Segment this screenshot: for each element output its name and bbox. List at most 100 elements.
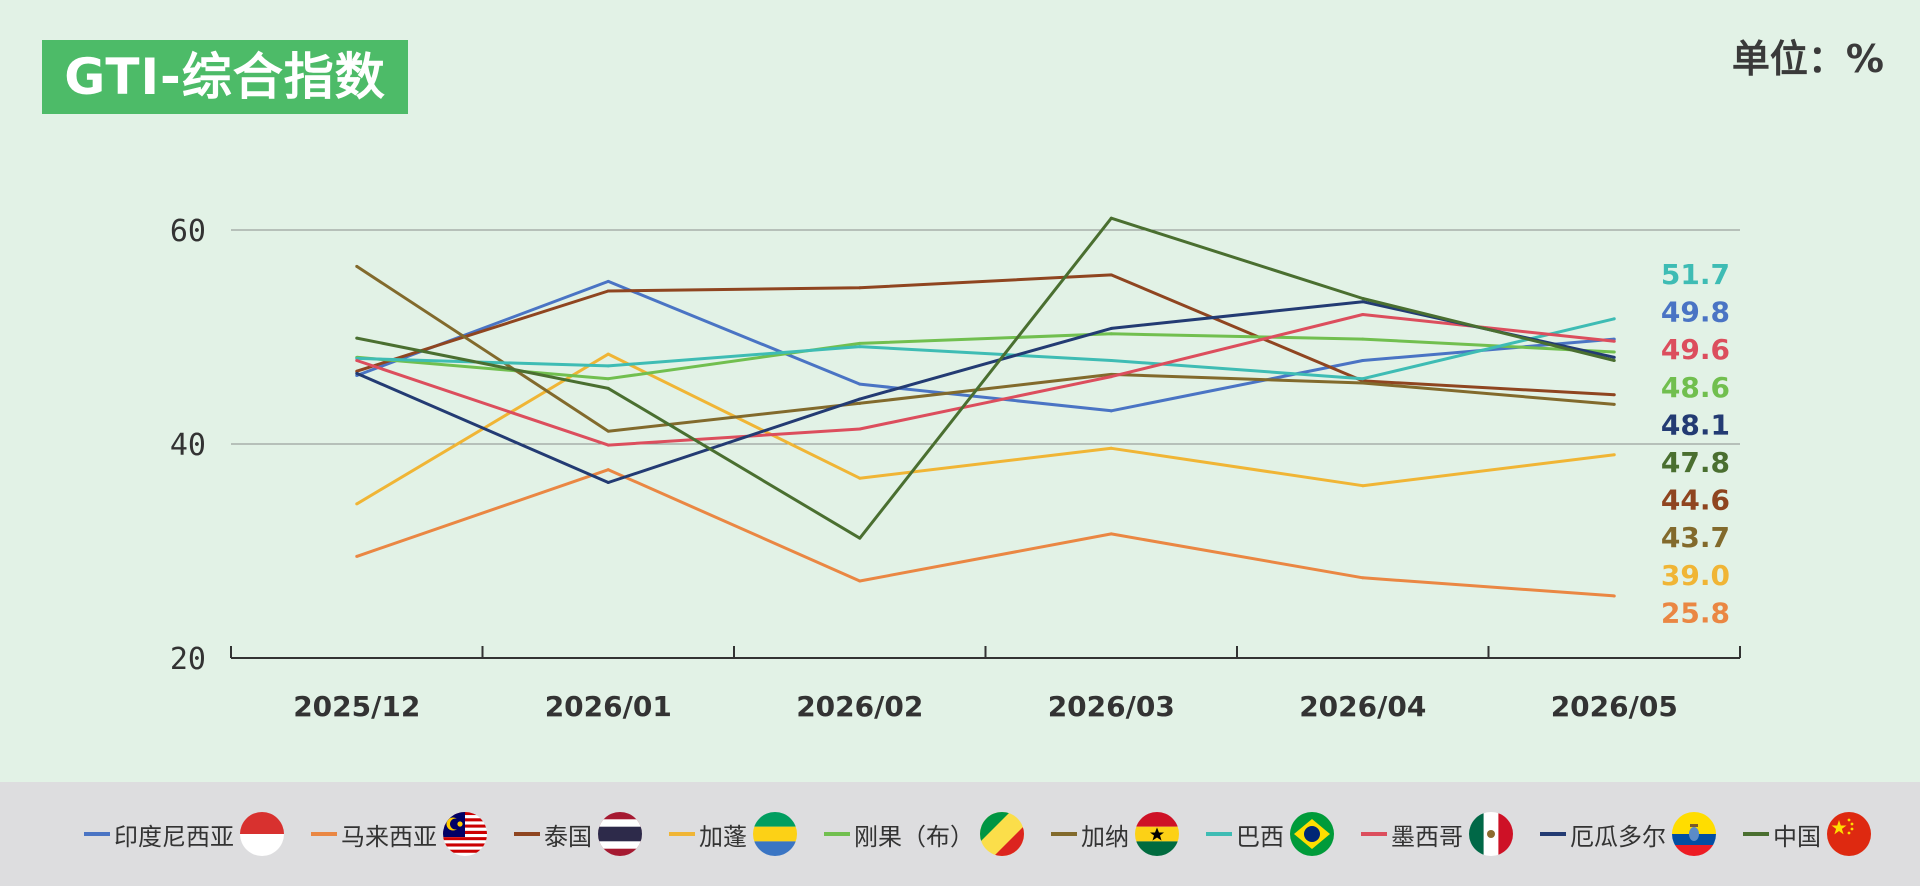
x-tick-label: 2026/04 — [1299, 690, 1426, 723]
data-point-thailand — [858, 286, 862, 290]
data-point-congo — [1109, 332, 1113, 336]
data-point-malaysia — [1612, 594, 1616, 598]
data-point-congo — [1361, 337, 1365, 341]
x-tick-label: 2025/12 — [293, 690, 420, 723]
end-value-label-malaysia: 25.8 — [1661, 596, 1730, 629]
series-line-ghana — [355, 265, 1615, 433]
end-value-label-ecuador: 48.1 — [1661, 408, 1730, 441]
thailand-flag-icon — [598, 812, 642, 856]
data-point-mexico — [1109, 375, 1113, 379]
data-point-ghana — [606, 429, 610, 433]
legend-item-ecuador: 厄瓜多尔 — [1540, 812, 1716, 856]
data-point-gabon — [858, 476, 862, 480]
data-point-brazil — [606, 364, 610, 368]
data-point-ghana — [1612, 402, 1616, 406]
x-tick-label: 2026/01 — [545, 690, 672, 723]
data-point-gabon — [1109, 446, 1113, 450]
data-point-gabon — [1361, 484, 1365, 488]
legend-item-thailand: 泰国 — [514, 812, 642, 856]
ecuador-flag-icon — [1672, 812, 1716, 856]
data-point-thailand — [355, 369, 359, 373]
legend-swatch — [514, 832, 540, 836]
data-point-malaysia — [1109, 532, 1113, 536]
legend-item-malaysia: 马来西亚 — [311, 812, 487, 856]
congo-flag-icon — [980, 812, 1024, 856]
data-point-mexico — [1612, 339, 1616, 343]
ghana-flag-icon — [1135, 812, 1179, 856]
legend-item-congo: 刚果（布） — [824, 812, 1024, 856]
legend: 印度尼西亚 马来西亚 泰国 加蓬 刚果（布） 加纳 巴西 墨西哥 厄瓜多尔 中国 — [84, 810, 1871, 858]
legend-swatch — [669, 832, 695, 836]
legend-label: 刚果（布） — [854, 822, 974, 851]
data-point-gabon — [606, 352, 610, 356]
unit-label: 单位：% — [1731, 37, 1884, 81]
legend-label: 马来西亚 — [341, 822, 437, 851]
line-chart: 20 40 60 2025/12 2026/01 2026/02 2026/03 2026/0… — [170, 214, 1741, 723]
legend-item-mexico: 墨西哥 — [1361, 812, 1513, 856]
brazil-flag-icon — [1290, 812, 1334, 856]
data-point-china — [858, 536, 862, 540]
data-point-thailand — [606, 289, 610, 293]
legend-swatch — [1361, 832, 1387, 836]
legend-label: 巴西 — [1236, 822, 1284, 851]
legend-item-ghana: 加纳 — [1051, 812, 1179, 856]
data-point-china — [1612, 359, 1616, 363]
data-point-ecuador — [355, 371, 359, 375]
legend-item-brazil: 巴西 — [1206, 812, 1334, 856]
y-tick-label-40: 40 — [170, 428, 206, 463]
legend-label: 加纳 — [1081, 822, 1129, 851]
data-point-china — [606, 386, 610, 390]
legend-swatch — [311, 832, 337, 836]
data-point-china — [355, 336, 359, 340]
series-line-china — [356, 216, 1615, 540]
data-point-indonesia — [858, 382, 862, 386]
data-point-brazil — [1612, 317, 1616, 321]
legend-label: 印度尼西亚 — [114, 822, 234, 851]
data-point-ecuador — [1612, 355, 1616, 359]
end-value-label-indonesia: 49.8 — [1661, 296, 1730, 329]
end-value-label-gabon: 39.0 — [1661, 559, 1730, 592]
series-line-mexico — [356, 313, 1615, 447]
data-point-gabon — [355, 502, 359, 506]
legend-item-indonesia: 印度尼西亚 — [84, 812, 284, 856]
series-line-ecuador — [356, 300, 1615, 484]
data-point-china — [1109, 216, 1113, 220]
legend-swatch — [1540, 832, 1566, 836]
data-point-thailand — [1612, 393, 1616, 397]
x-tick-label: 2026/05 — [1551, 690, 1678, 723]
data-point-mexico — [606, 443, 610, 447]
series-line-brazil — [356, 317, 1615, 381]
series-line-indonesia — [356, 279, 1615, 413]
legend-swatch — [1051, 832, 1077, 836]
data-point-indonesia — [1361, 359, 1365, 363]
y-tick-label-20: 20 — [170, 642, 206, 677]
x-tick-label: 2026/02 — [796, 690, 923, 723]
end-value-label-mexico: 49.6 — [1661, 333, 1730, 366]
data-point-brazil — [1109, 359, 1113, 363]
legend-swatch — [1206, 832, 1232, 836]
end-value-label-thailand: 44.6 — [1661, 484, 1730, 517]
data-point-malaysia — [606, 468, 610, 472]
legend-label: 厄瓜多尔 — [1570, 822, 1666, 851]
data-point-malaysia — [1361, 576, 1365, 580]
data-point-ecuador — [858, 397, 862, 401]
legend-label: 加蓬 — [699, 822, 747, 851]
data-point-congo — [858, 341, 862, 345]
china-flag-icon — [1827, 812, 1871, 856]
data-point-china — [1361, 296, 1365, 300]
data-point-mexico — [858, 427, 862, 431]
data-point-brazil — [355, 356, 359, 360]
malaysia-flag-icon — [443, 812, 487, 856]
data-point-brazil — [1361, 377, 1365, 381]
data-point-malaysia — [355, 554, 359, 558]
data-point-congo — [1612, 350, 1616, 354]
end-value-label-brazil: 51.7 — [1661, 258, 1730, 291]
series-line-thailand — [356, 273, 1615, 397]
data-point-ecuador — [606, 481, 610, 485]
data-point-ecuador — [1361, 300, 1365, 304]
mexico-flag-icon — [1469, 812, 1513, 856]
data-point-malaysia — [858, 579, 862, 583]
data-point-indonesia — [1109, 409, 1113, 413]
series-line-malaysia — [356, 468, 1615, 598]
legend-item-gabon: 加蓬 — [669, 812, 797, 856]
